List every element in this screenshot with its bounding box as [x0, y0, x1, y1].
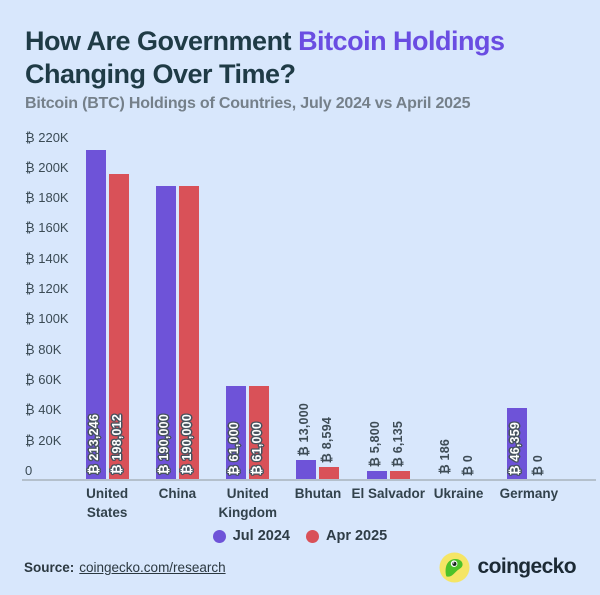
legend-label: Jul 2024: [232, 528, 290, 544]
brand-name: coingecko: [477, 555, 577, 578]
bar-value-label: ₿ 46,359: [508, 421, 523, 476]
x-axis-labels: United States China United Kingdom Bhutan El…: [72, 484, 564, 524]
bar: [226, 386, 247, 480]
title-text-end: Changing Over Time?: [25, 59, 296, 89]
bar-value-label: ₿ 190,000: [179, 414, 194, 475]
bar: [296, 460, 317, 480]
bar-value-label: ₿ 8,594: [320, 416, 335, 463]
x-axis-tick-label: United Kingdom: [218, 486, 277, 520]
bar: [178, 186, 199, 480]
x-axis-tick-label: United States: [86, 486, 129, 520]
y-axis-tick-label: ₿ 120K: [25, 281, 69, 297]
x-axis-tick-label: Bhutan: [294, 486, 342, 501]
legend-label: Apr 2025: [325, 528, 388, 544]
x-axis-tick-label: Germany: [499, 486, 559, 501]
coingecko-gecko-icon: [439, 551, 470, 583]
bar: [108, 174, 129, 480]
x-axis-tick-label: El Salvador: [351, 486, 426, 501]
y-axis-tick-label: ₿ 140K: [25, 250, 69, 266]
bar-group-united-states: ₿ 213,246 ₿ 198,012: [72, 140, 142, 480]
bar-value-label: ₿ 61,000: [250, 421, 265, 476]
bar: [85, 150, 106, 480]
y-axis-tick-label: ₿ 60K: [25, 372, 62, 388]
bar: [389, 471, 410, 480]
title-text: How Are Government: [25, 26, 299, 56]
bar-group-united-kingdom: ₿ 61,000 ₿ 61,000: [213, 140, 283, 480]
x-axis-line: [22, 479, 596, 481]
bar-value-label: ₿ 6,135: [390, 420, 405, 467]
x-axis-tick-label: Ukraine: [433, 486, 484, 501]
bar: [249, 386, 270, 480]
bar-value-label: ₿ 61,000: [227, 421, 242, 476]
y-axis-tick-label: ₿ 20K: [25, 432, 62, 448]
y-axis-tick-label: ₿ 40K: [25, 402, 62, 418]
source-label: Source:: [24, 560, 75, 575]
page-title: How Are Government Bitcoin Holdings Chan…: [25, 25, 581, 91]
bar-value-label: ₿ 198,012: [109, 414, 124, 475]
bar-value-label: ₿ 5,800: [367, 420, 382, 467]
bar-value-label: ₿ 13,000: [297, 402, 312, 457]
bar-value-label: ₿ 190,000: [156, 414, 171, 475]
legend-item: Apr 2025: [305, 528, 388, 544]
legend-dot-icon: [305, 529, 319, 543]
bar-group-germany: ₿ 46,359 ₿ 0: [494, 140, 564, 480]
bar-group-china: ₿ 190,000 ₿ 190,000: [142, 140, 212, 480]
bar-value-label: ₿ 186: [438, 439, 453, 475]
y-axis-tick-label: ₿ 200K: [25, 159, 69, 175]
y-axis-tick-label: ₿ 180K: [25, 190, 69, 206]
y-axis-tick-label: 0: [25, 463, 33, 479]
y-axis-tick-label: ₿ 160K: [25, 220, 69, 236]
plot-area: ₿ 213,246 ₿ 198,012 ₿ 190,000 ₿ 190,000 ₿ 61…: [72, 140, 564, 480]
legend-dot-icon: [212, 529, 226, 543]
title-accent-text: Bitcoin Holdings: [298, 26, 505, 56]
legend-item: Jul 2024: [212, 528, 290, 544]
bar-group-el-salvador: ₿ 5,800 ₿ 6,135: [353, 140, 423, 480]
y-axis-tick-label: ₿ 80K: [25, 341, 62, 357]
bar: [507, 408, 528, 480]
bar-group-bhutan: ₿ 13,000 ₿ 8,594: [283, 140, 353, 480]
source-link[interactable]: coingecko.com/research: [79, 560, 226, 575]
bar-value-label: ₿ 0: [531, 454, 546, 476]
bar: [155, 186, 176, 480]
chart-subtitle: Bitcoin (BTC) Holdings of Countries, Jul…: [25, 95, 471, 112]
bar-value-label: ₿ 213,246: [86, 414, 101, 475]
brand-lockup: coingecko: [439, 551, 577, 583]
chart-legend: Jul 2024 Apr 2025: [0, 527, 600, 545]
bar-value-label: ₿ 0: [461, 454, 476, 476]
x-axis-tick-label: China: [158, 486, 197, 501]
bar: [319, 467, 340, 480]
bar: [366, 471, 387, 480]
y-axis-tick-label: ₿ 220K: [25, 129, 69, 145]
source-note: Source: coingecko.com/research: [24, 560, 226, 575]
bar-group-ukraine: ₿ 186 ₿ 0: [423, 140, 493, 480]
y-axis-tick-label: ₿ 100K: [25, 311, 69, 327]
